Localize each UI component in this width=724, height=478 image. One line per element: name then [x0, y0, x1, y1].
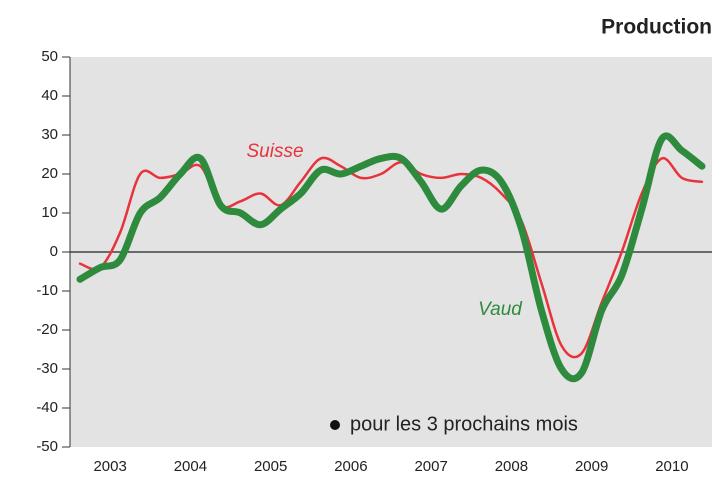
y-tick-label: 30 [41, 126, 58, 143]
y-tick-label: -40 [36, 399, 58, 416]
x-tick-label: 2005 [254, 458, 287, 475]
x-tick-label: 2008 [495, 458, 528, 475]
annotation-dot [330, 420, 340, 430]
y-tick-label: -10 [36, 282, 58, 299]
x-tick-label: 2006 [334, 458, 367, 475]
y-tick-label: 20 [41, 165, 58, 182]
annotation: pour les 3 prochains mois [350, 413, 578, 435]
annotation-box [318, 408, 634, 442]
y-tick-label: -20 [36, 321, 58, 338]
x-tick-label: 2007 [414, 458, 447, 475]
series-label: Suisse [246, 141, 303, 162]
y-tick-label: 0 [50, 243, 58, 260]
y-tick-label: -50 [36, 438, 58, 455]
x-tick-label: 2009 [575, 458, 608, 475]
chart-title: Production [601, 16, 712, 39]
y-tick-label: 10 [41, 204, 58, 221]
x-tick-label: 2003 [93, 458, 126, 475]
y-tick-label: -30 [36, 360, 58, 377]
series-label: Vaud [478, 299, 523, 320]
y-tick-label: 40 [41, 87, 58, 104]
series-line [76, 132, 706, 383]
y-tick-label: 50 [41, 48, 58, 65]
x-tick-label: 2004 [174, 458, 207, 475]
x-tick-label: 2010 [655, 458, 688, 475]
